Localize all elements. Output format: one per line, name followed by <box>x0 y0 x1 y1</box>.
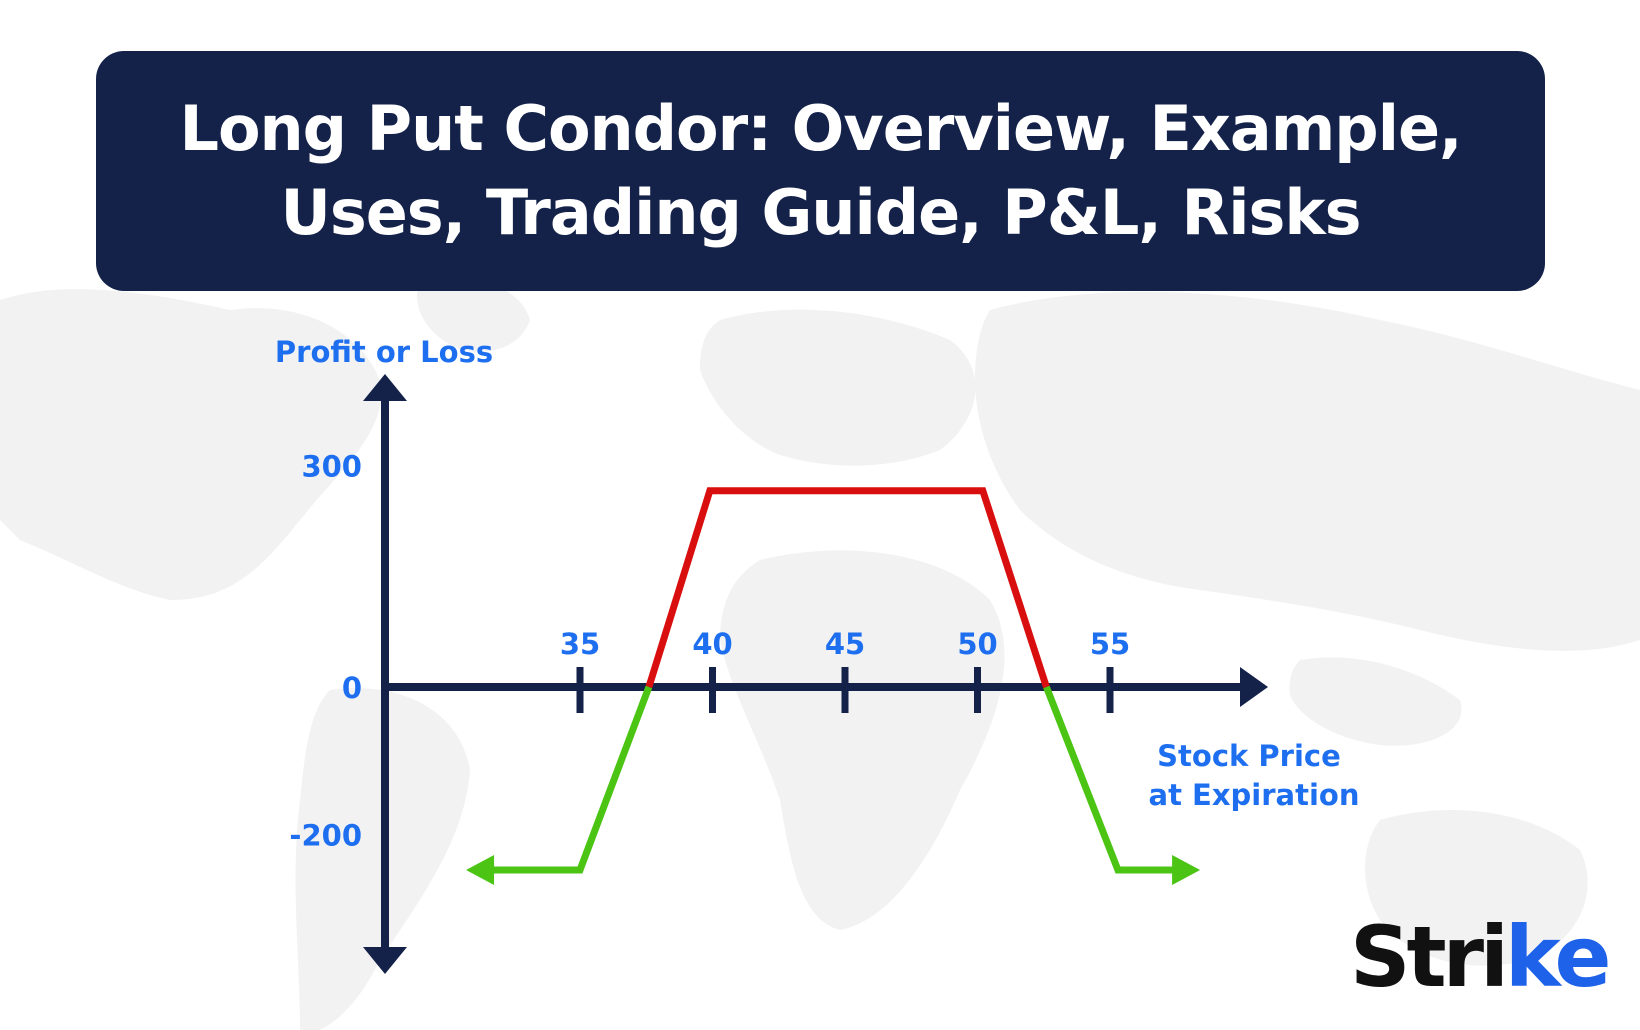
y-tick-label: -200 <box>289 819 362 853</box>
x-axis-label: Stock Price at Expiration <box>1149 739 1360 812</box>
north-america-shape <box>0 289 382 600</box>
x-tick-label: 45 <box>825 627 865 661</box>
y-axis-arrow-down <box>363 947 407 974</box>
series-line-profit <box>645 487 1050 689</box>
title-line-1: Long Put Condor: Overview, Example, <box>179 92 1462 165</box>
africa-shape <box>720 550 1005 930</box>
ticks: 35 40 45 50 55 300 0 -200 <box>289 450 1130 853</box>
page-title: Long Put Condor: Overview, Example, Uses… <box>131 87 1511 255</box>
series-arrow-left <box>466 855 495 886</box>
x-axis-label-line-2: at Expiration <box>1149 778 1360 812</box>
y-tick-label: 0 <box>342 671 362 705</box>
y-tick-label: 300 <box>301 450 362 484</box>
series-line-loss-right <box>1043 685 1181 874</box>
axes <box>363 374 1268 974</box>
title-line-2: Uses, Trading Guide, P&L, Risks <box>280 176 1361 249</box>
asia-shape <box>975 291 1640 651</box>
x-tick-label: 50 <box>957 627 997 661</box>
x-axis-arrow <box>1240 667 1268 707</box>
strike-logo: Strike <box>1350 908 1612 1006</box>
southeast-asia-shape <box>1289 657 1462 746</box>
y-axis-label: Profit or Loss <box>275 335 493 369</box>
logo-accent: ke <box>1504 908 1612 1006</box>
x-axis-label-line-1: Stock Price <box>1157 739 1341 773</box>
greenland-shape <box>416 276 530 352</box>
x-tick-label: 55 <box>1090 627 1130 661</box>
australia-shape <box>1365 810 1588 966</box>
title-banner: Long Put Condor: Overview, Example, Uses… <box>96 51 1545 291</box>
series-line-loss-left <box>486 685 653 874</box>
x-tick-label: 35 <box>560 627 600 661</box>
y-axis-arrow-up <box>363 374 407 401</box>
logo-main: Stri <box>1350 908 1509 1006</box>
series-lines <box>466 487 1201 886</box>
europe-shape <box>700 309 976 466</box>
series-arrow-right <box>1172 855 1201 886</box>
x-tick-label: 40 <box>692 627 732 661</box>
